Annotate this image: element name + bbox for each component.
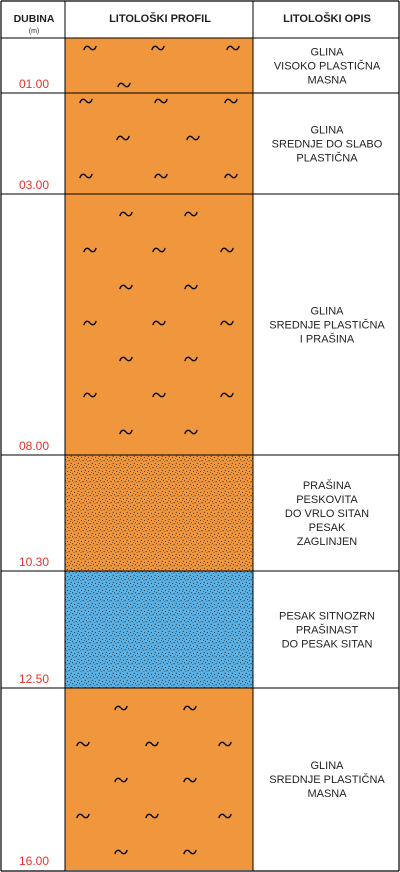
clay-symbol bbox=[76, 813, 90, 819]
layer-description: GLINA SREDNJE PLASTIČNA MASNA bbox=[269, 760, 385, 800]
clay-symbol bbox=[119, 284, 133, 290]
clay-symbol bbox=[154, 98, 168, 104]
description-line: DO PESAK SITAN bbox=[282, 639, 373, 651]
clay-symbol bbox=[184, 211, 198, 217]
depth-unit-label: (m) bbox=[29, 28, 40, 35]
layer-fill-clay bbox=[65, 688, 253, 870]
clay-symbol bbox=[119, 429, 133, 435]
layer-description: PESAK SITNOZRN PRAŠINAST DO PESAK SITAN bbox=[279, 611, 375, 651]
layer-2: 03.00 GLINA SREDNJE DO SLABO PLASTIČNA bbox=[19, 93, 383, 194]
layer-4: 10.30 PRAŠINA PESKOVITA DO VRLO SITAN PESAK Z… bbox=[19, 455, 369, 571]
layer-dot-pattern bbox=[65, 571, 253, 688]
clay-symbol bbox=[224, 173, 238, 179]
layer-fill-clay bbox=[65, 38, 253, 93]
description-line: PESAK SITNOZRN bbox=[279, 611, 375, 623]
layer-6: 16.00 GLINA SREDNJE PLASTIČNA MASNA bbox=[19, 688, 385, 870]
layer-1: 01.00 GLINA VISOKO PLASTIČNA MASNA bbox=[19, 38, 381, 93]
clay-symbol bbox=[114, 705, 128, 711]
description-line: PRAŠINAST bbox=[296, 624, 359, 637]
clay-symbol bbox=[184, 356, 198, 362]
description-line: GLINA bbox=[310, 47, 344, 59]
clay-symbol bbox=[119, 211, 133, 217]
depth-label: 16.00 bbox=[19, 854, 49, 868]
clay-symbol bbox=[152, 320, 166, 326]
depth-label: 01.00 bbox=[19, 77, 49, 91]
profile-column-title: LITOLOŠKI PROFIL bbox=[109, 12, 211, 25]
table-header: DUBINA (m) LITOLOŠKI PROFIL LITOLOŠKI OP… bbox=[14, 12, 371, 35]
clay-symbol bbox=[224, 98, 238, 104]
clay-symbol bbox=[145, 741, 159, 747]
description-line: GLINA bbox=[310, 125, 344, 137]
depth-label: 08.00 bbox=[19, 439, 49, 453]
clay-symbol bbox=[116, 135, 130, 141]
clay-symbol bbox=[220, 247, 234, 253]
description-line: MASNA bbox=[307, 75, 347, 87]
clay-symbol bbox=[145, 813, 159, 819]
clay-symbol bbox=[183, 777, 197, 783]
description-line: PLASTIČNA bbox=[296, 152, 358, 165]
layer-description: GLINA SREDNJE PLASTIČNA I PRAŠINA bbox=[269, 306, 385, 346]
description-line: SREDNJE PLASTIČNA bbox=[269, 319, 385, 332]
description-line: ZAGLINJEN bbox=[297, 536, 358, 548]
clay-symbol bbox=[76, 741, 90, 747]
description-line: SREDNJE DO SLABO bbox=[272, 139, 383, 151]
clay-symbol bbox=[119, 356, 133, 362]
clay-symbol bbox=[186, 135, 200, 141]
layer-dot-pattern bbox=[65, 455, 253, 571]
clay-symbol bbox=[83, 45, 97, 51]
clay-symbol bbox=[183, 849, 197, 855]
clay-symbol bbox=[83, 320, 97, 326]
layer-description: GLINA VISOKO PLASTIČNA MASNA bbox=[274, 47, 381, 87]
clay-symbol bbox=[152, 247, 166, 253]
clay-symbol bbox=[114, 777, 128, 783]
description-line: VISOKO PLASTIČNA bbox=[274, 60, 381, 73]
layer-5: 12.50 PESAK SITNOZRN PRAŠINAST DO PESAK SIT… bbox=[19, 571, 375, 688]
clay-symbol bbox=[218, 813, 232, 819]
depth-column-title: DUBINA bbox=[14, 13, 55, 25]
clay-symbol bbox=[152, 392, 166, 398]
clay-symbol bbox=[79, 173, 93, 179]
clay-symbol bbox=[218, 741, 232, 747]
clay-symbol bbox=[226, 45, 240, 51]
clay-symbol bbox=[151, 45, 165, 51]
depth-label: 03.00 bbox=[19, 178, 49, 192]
description-line: GLINA bbox=[310, 306, 344, 318]
clay-symbol bbox=[183, 705, 197, 711]
clay-symbol bbox=[220, 392, 234, 398]
layer-description: PRAŠINA PESKOVITA DO VRLO SITAN PESAK ZAGLIN… bbox=[285, 479, 369, 548]
layer-description: GLINA SREDNJE DO SLABO PLASTIČNA bbox=[272, 125, 383, 165]
clay-symbol bbox=[79, 98, 93, 104]
description-line: GLINA bbox=[310, 760, 344, 772]
description-line: PRAŠINA bbox=[303, 479, 352, 492]
depth-label: 12.50 bbox=[19, 672, 49, 686]
description-line: SREDNJE PLASTIČNA bbox=[269, 773, 385, 786]
clay-symbol bbox=[154, 173, 168, 179]
clay-symbol bbox=[184, 429, 198, 435]
clay-symbol bbox=[184, 284, 198, 290]
description-line: DO VRLO SITAN bbox=[285, 508, 369, 520]
description-column-title: LITOLOŠKI OPIS bbox=[283, 12, 371, 25]
description-line: PESAK bbox=[309, 522, 346, 534]
clay-symbol bbox=[83, 392, 97, 398]
clay-symbol bbox=[83, 247, 97, 253]
clay-symbol bbox=[114, 849, 128, 855]
clay-symbol bbox=[220, 320, 234, 326]
description-line: PESKOVITA bbox=[296, 494, 358, 506]
layer-fill-clay bbox=[65, 93, 253, 194]
description-line: MASNA bbox=[307, 788, 347, 800]
clay-symbol bbox=[117, 82, 131, 88]
description-line: I PRAŠINA bbox=[300, 333, 355, 346]
depth-label: 10.30 bbox=[19, 555, 49, 569]
layer-3: 08.00 GLINA SREDNJE PLASTIČNA I PRAŠINA bbox=[19, 194, 385, 455]
